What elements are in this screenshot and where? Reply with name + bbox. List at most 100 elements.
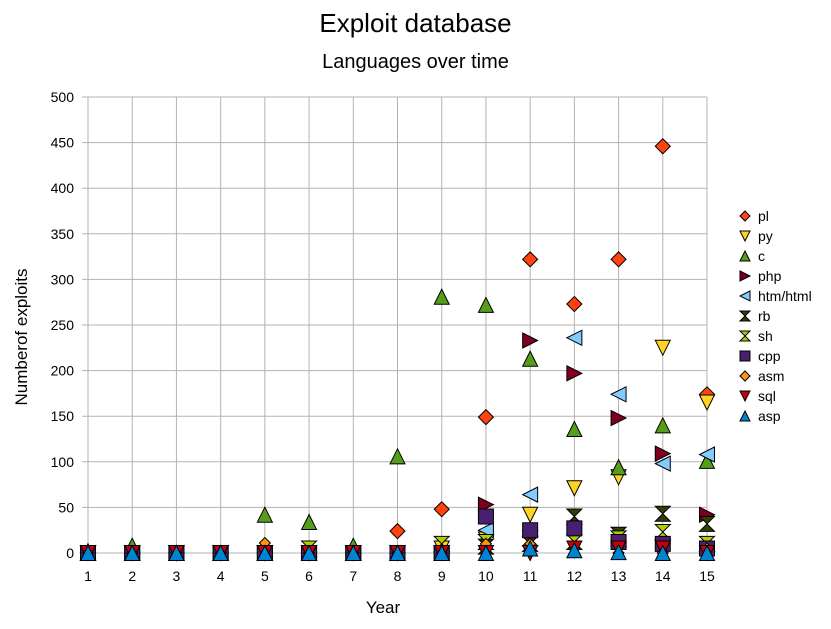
data-point [610,458,627,476]
legend-item: pl [738,206,812,226]
y-tick-label: 450 [51,135,75,151]
data-point [654,445,672,462]
legend-marker-icon [738,290,751,302]
data-point [609,386,627,403]
data-point [123,544,141,561]
data-point [565,329,583,347]
y-tick-label: 400 [51,180,75,196]
legend-label: htm/html [758,288,812,304]
x-tick-label: 2 [128,568,136,584]
data-points [79,138,716,562]
legend-marker-icon [739,210,751,222]
data-point [566,541,583,559]
data-point [477,521,494,539]
legend-label: php [758,268,782,284]
y-tick-label: 150 [51,408,75,424]
legend-marker [739,249,751,262]
data-point [256,544,274,561]
data-point [610,251,627,268]
legend-marker [739,409,751,422]
data-point [566,420,583,437]
legend-marker-icon [738,330,752,342]
legend-marker-icon [739,409,751,422]
legend: pl py c php htm/html rb sh cpp asm sql asp [738,206,812,426]
data-point [477,496,495,513]
legend-item: asm [738,366,812,386]
legend-marker [739,210,751,222]
x-tick-label: 4 [217,568,225,584]
legend-marker-icon [739,370,751,382]
legend-label: c [758,248,765,264]
gridlines [82,96,708,559]
legend-label: pl [758,208,769,224]
legend-item: rb [738,306,812,326]
data-point [654,505,672,522]
legend-marker-icon [738,310,752,322]
data-point [698,446,715,463]
x-tick-label: 3 [173,568,181,584]
data-point [522,332,539,349]
y-axis-label: Numberof exploits [12,268,31,405]
data-point [212,544,229,561]
data-point [477,544,495,561]
x-tick-label: 7 [349,568,357,584]
data-point [389,447,406,465]
legend-label: asm [758,368,785,384]
legend-item: asp [738,406,812,426]
data-point [522,522,539,539]
y-tick-label: 250 [51,317,75,333]
legend-marker-icon [739,390,751,403]
legend-item: htm/html [738,286,812,306]
data-point [389,522,406,540]
data-point [654,455,671,472]
x-tick-label: 14 [655,568,671,584]
legend-marker [739,270,752,282]
x-tick-label: 11 [523,568,538,584]
data-point [654,544,672,561]
legend-label: py [758,228,773,244]
data-point [300,513,318,530]
legend-marker [739,370,751,382]
data-point [433,288,451,305]
legend-marker [738,330,752,342]
data-point [168,544,185,561]
y-tick-label: 200 [51,363,75,379]
x-tick-label: 8 [394,568,402,584]
data-point [566,295,583,313]
data-point [698,515,716,532]
x-tick-label: 13 [611,568,627,584]
y-tick-label: 0 [66,545,74,561]
data-point [610,409,628,427]
data-point [521,251,539,268]
legend-item: php [738,266,812,286]
chart-title: Exploit database [319,8,512,38]
legend-marker-icon [739,249,751,262]
y-tick-label: 100 [51,454,75,470]
legend-marker [739,390,751,403]
legend-label: sql [758,388,776,404]
x-axis-label: Year [366,598,401,617]
data-point [654,339,672,357]
data-point [610,543,627,561]
legend-marker [738,290,751,302]
data-point [654,138,671,155]
y-tick-label: 300 [51,271,75,287]
data-point [256,506,274,523]
data-point [698,544,716,561]
legend-item: py [738,226,812,246]
x-tick-label: 6 [305,568,313,584]
legend-item: sql [738,386,812,406]
legend-marker-icon [739,350,751,362]
data-point [521,539,539,557]
legend-marker [739,350,751,362]
data-point [433,544,451,561]
data-point [389,544,406,561]
data-point [521,350,539,367]
legend-label: sh [758,328,773,344]
legend-marker-icon [739,270,752,282]
data-point [433,501,450,518]
legend-item: cpp [738,346,812,366]
data-point [300,544,318,561]
